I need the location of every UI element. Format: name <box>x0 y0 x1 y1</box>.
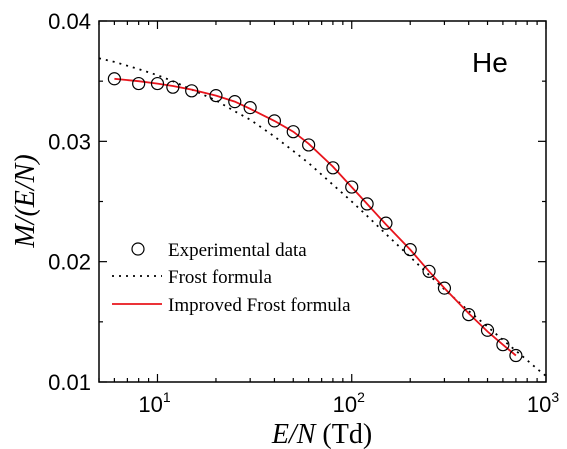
experimental-data-point <box>267 114 282 128</box>
x-axis-unit: (Td) <box>322 419 372 449</box>
experimental-data-point <box>403 243 417 257</box>
x-tick-label-exponent: 1 <box>163 389 171 405</box>
x-tick-label-base: 10 <box>138 392 162 417</box>
experimental-data-point <box>150 76 165 91</box>
x-tick-label: 101 <box>138 389 170 417</box>
legend-marker-experimental <box>131 242 145 256</box>
y-tick-label: 0.01 <box>48 370 91 395</box>
legend-label-improved: Improved Frost formula <box>168 295 351 316</box>
x-tick-label-exponent: 2 <box>357 389 365 405</box>
x-tick-label-exponent: 3 <box>551 389 559 405</box>
y-tick-label: 0.03 <box>48 129 91 154</box>
x-tick-label-base: 10 <box>333 392 357 417</box>
experimental-data-point <box>228 95 242 109</box>
frost-formula-line <box>98 57 547 377</box>
x-tick-label-base: 10 <box>527 392 551 417</box>
experimental-data-point <box>286 125 300 139</box>
y-axis-title: M/(E/N) <box>10 154 41 248</box>
experimental-data-point <box>462 308 476 322</box>
experimental-data-point <box>209 89 223 103</box>
experimental-data-point <box>437 281 452 295</box>
experimental-data-point <box>480 323 495 337</box>
y-tick-label: 0.04 <box>48 9 91 34</box>
experimental-data-point <box>166 80 180 94</box>
chart-annotation: He <box>472 47 508 78</box>
plot-area <box>98 57 547 377</box>
experimental-data-point <box>326 161 340 175</box>
plot-frame <box>98 20 547 383</box>
y-tick-label: 0.02 <box>48 250 91 275</box>
experimental-data-point <box>185 84 199 98</box>
legend-label-frost: Frost formula <box>168 267 273 288</box>
legend-label-experimental: Experimental data <box>168 240 307 261</box>
experimental-data-point <box>509 348 523 363</box>
legend: Experimental data Frost formula Improved… <box>112 240 351 316</box>
experimental-data-point <box>302 138 316 152</box>
x-tick-label: 103 <box>527 389 559 417</box>
experimental-data-point <box>345 180 359 194</box>
x-tick-label: 102 <box>333 389 365 417</box>
experimental-data-point <box>132 76 146 91</box>
experimental-data-point <box>243 101 257 115</box>
experimental-data-point <box>496 338 510 352</box>
improved-frost-line <box>114 77 517 357</box>
experimental-data-point <box>422 264 436 278</box>
x-axis-gap <box>315 419 322 449</box>
experimental-data-point <box>107 72 121 86</box>
experimental-data-point <box>379 216 393 230</box>
x-axis-title: E/N (Td) <box>271 419 372 449</box>
experimental-data-point <box>360 197 374 211</box>
x-axis-variable: E/N <box>271 419 317 449</box>
